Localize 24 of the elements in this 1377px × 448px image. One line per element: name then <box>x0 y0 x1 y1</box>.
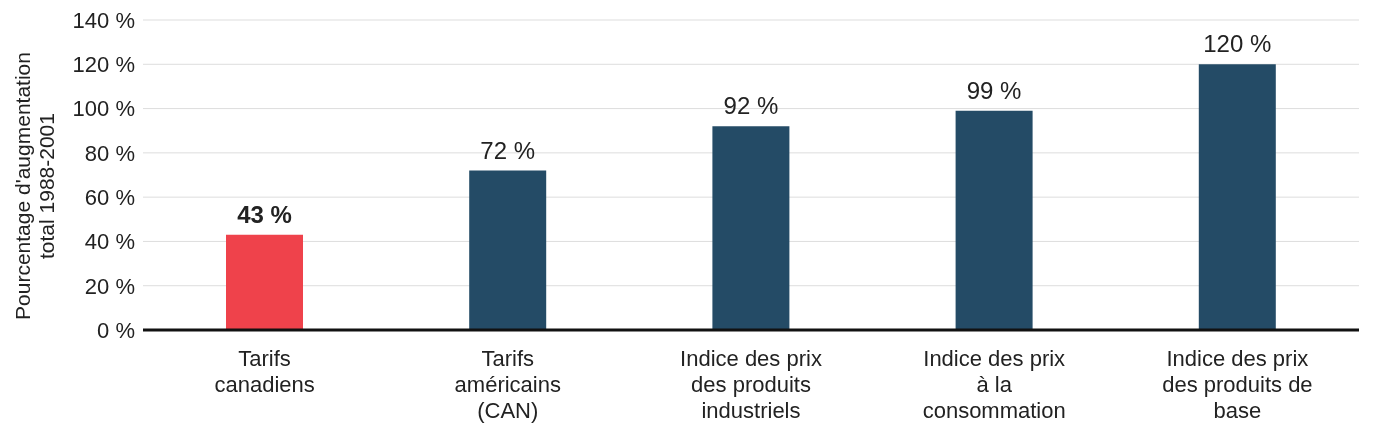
x-tick-label: Tarifs américains (CAN) <box>454 346 561 423</box>
bar <box>469 170 547 330</box>
y-axis-title: Pourcentage d'augmentation total 1988-2001 <box>11 52 58 320</box>
x-tick-label: Indice des prix des produits industriels <box>680 346 822 423</box>
y-tick-label: 0 % <box>97 317 135 343</box>
bar <box>712 126 790 330</box>
x-tick-label: Indice des prix des produits de base <box>1162 346 1313 423</box>
y-tick-label: 80 % <box>84 140 135 166</box>
y-tick-label: 60 % <box>84 184 135 210</box>
x-tick-label: Tarifs canadiens <box>214 346 315 397</box>
y-tick-label: 140 % <box>72 7 135 33</box>
data-label: 120 % <box>1203 30 1272 58</box>
bar <box>1198 64 1276 330</box>
y-tick-label: 120 % <box>72 52 135 78</box>
x-tick-label: Indice des prix à la consommation <box>922 346 1066 423</box>
y-tick-label: 20 % <box>84 273 135 299</box>
data-label: 43 % <box>237 200 292 228</box>
bar <box>226 234 303 330</box>
y-tick-label: 40 % <box>84 229 135 255</box>
y-tick-label: 100 % <box>72 96 135 122</box>
data-label: 92 % <box>723 92 779 120</box>
bar <box>955 110 1033 330</box>
data-label: 72 % <box>480 136 536 164</box>
data-label: 99 % <box>966 76 1022 104</box>
